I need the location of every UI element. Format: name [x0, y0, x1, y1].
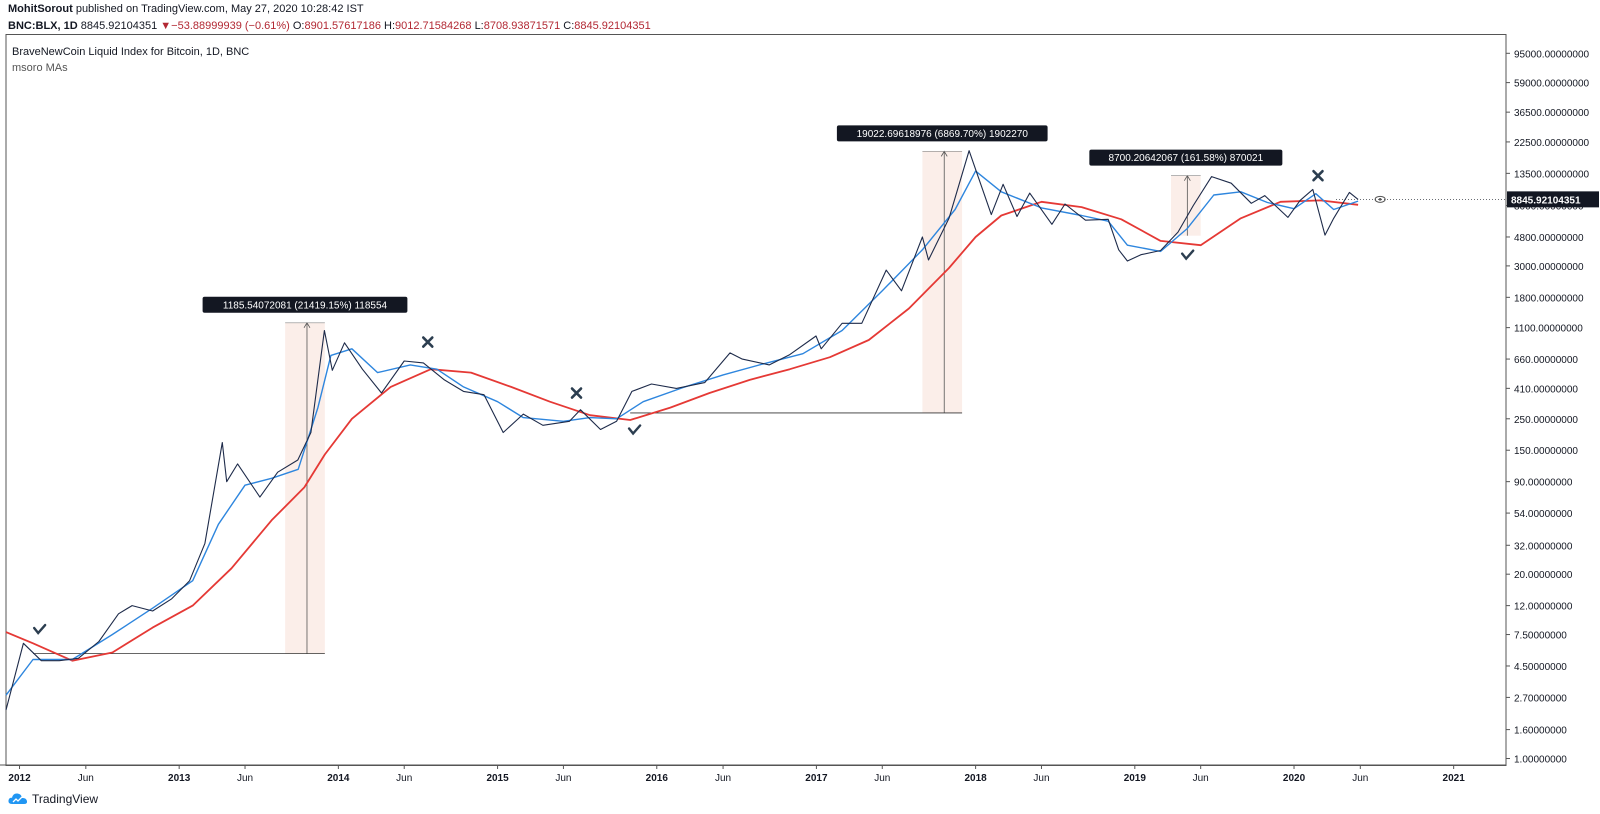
y-tick-label: 54.00000000 — [1514, 509, 1573, 520]
symbol: BNC:BLX, 1D — [8, 20, 78, 32]
low-label: L: — [474, 20, 484, 32]
last-price-label: 8845.92104351 — [1511, 195, 1581, 206]
y-tick-label: 1.00000000 — [1514, 755, 1567, 766]
y-tick-label: 1800.00000000 — [1514, 293, 1584, 304]
open-label: O: — [292, 20, 305, 32]
close-label: C: — [563, 20, 575, 32]
x-tick-label: Jun — [555, 773, 571, 784]
y-tick-label: 90.00000000 — [1514, 478, 1573, 489]
chart-canvas[interactable]: 1.00000000 1.60000000 2.70000000 4.50000000… — [0, 34, 1600, 814]
cross-icon — [1312, 169, 1324, 182]
x-tick-label: Jun — [78, 773, 94, 784]
series-line-price — [5, 150, 1359, 711]
y-tick-label: 250.00000000 — [1514, 415, 1578, 426]
close-value: 8845.92104351 — [574, 20, 651, 32]
x-tick-label: 2014 — [327, 773, 350, 784]
y-tick-label: 4800.00000000 — [1514, 233, 1584, 244]
series-line-ma-slow — [5, 199, 1359, 662]
price-change: −53.88999939 (−0.61%) — [171, 20, 290, 32]
eye-icon — [1374, 195, 1386, 203]
high-value: 9012.71584268 — [395, 20, 472, 32]
ohlc-line: BNC:BLX, 1D 8845.92104351 ▼−53.88999939 … — [8, 20, 651, 32]
footer-logo[interactable]: TradingView — [8, 792, 98, 806]
author-name[interactable]: MohitSorout — [8, 3, 73, 15]
x-tick-label: 2013 — [168, 773, 191, 784]
y-tick-label: 1100.00000000 — [1514, 324, 1583, 335]
last-price-badge — [1507, 191, 1599, 208]
x-tick-label: Jun — [396, 773, 412, 784]
x-tick-label: Jun — [237, 773, 253, 784]
check-icon — [32, 623, 47, 635]
chart-border — [5, 34, 1507, 766]
last-price: 8845.92104351 — [80, 20, 158, 32]
high-label: H: — [384, 20, 396, 32]
x-tick-label: Jun — [1033, 773, 1049, 784]
x-tick-label: 2020 — [1283, 773, 1306, 784]
range-label-bg — [1089, 149, 1283, 166]
eye-pupil — [1378, 198, 1382, 201]
y-tick-label: 36500.00000000 — [1514, 108, 1590, 119]
check-icon — [627, 424, 642, 436]
y-tick-label: 12.00000000 — [1514, 602, 1573, 613]
y-tick-label: 20.00000000 — [1514, 570, 1573, 581]
y-tick-label: 7.50000000 — [1514, 631, 1567, 642]
low-value: 8708.93871571 — [483, 20, 561, 32]
x-tick-label: 2018 — [964, 773, 987, 784]
y-tick-label: 32.00000000 — [1514, 541, 1573, 552]
y-tick-label: 2.70000000 — [1514, 693, 1567, 704]
chart-title: BraveNewCoin Liquid Index for Bitcoin, 1… — [12, 46, 250, 58]
y-tick-label: 3000.00000000 — [1514, 262, 1584, 273]
range-label-bg — [202, 296, 408, 313]
indicator-name: msoro MAs — [12, 62, 68, 74]
triangle-down-icon: ▼ — [160, 20, 172, 32]
tradingview-cloud-icon — [8, 793, 28, 804]
range-label: 1185.54072081 (21419.15%) 118554 — [223, 300, 388, 311]
range-box — [922, 151, 963, 413]
range-box — [1171, 175, 1201, 236]
y-tick-label: 59000.00000000 — [1514, 79, 1590, 90]
x-tick-label: 2019 — [1124, 773, 1147, 784]
chart-plot: 1.00000000 1.60000000 2.70000000 4.50000000… — [0, 49, 1599, 784]
open-value: 8901.57617186 — [304, 20, 381, 32]
x-tick-label: Jun — [1193, 773, 1209, 784]
x-tick-label: Jun — [874, 773, 890, 784]
y-tick-label: 1.60000000 — [1514, 726, 1567, 737]
range-label-bg — [836, 125, 1048, 142]
x-tick-label: 2017 — [805, 773, 828, 784]
series-line-ma-fast — [5, 170, 1359, 696]
publisher-line: MohitSorout published on TradingView.com… — [8, 3, 364, 15]
cross-icon — [570, 387, 583, 399]
check-icon — [1180, 249, 1195, 261]
x-tick-label: 2016 — [646, 773, 669, 784]
y-tick-label: 4.50000000 — [1514, 662, 1567, 673]
y-tick-label: 660.00000000 — [1514, 355, 1578, 366]
x-tick-label: 2021 — [1443, 773, 1466, 784]
x-tick-label: Jun — [715, 773, 731, 784]
y-tick-label: 410.00000000 — [1514, 384, 1578, 395]
y-tick-label: 13500.00000000 — [1514, 169, 1590, 180]
y-tick-label: 150.00000000 — [1514, 446, 1578, 457]
logo-text: TradingView — [32, 792, 99, 806]
range-label: 19022.69618976 (6869.70%) 1902270 — [857, 129, 1029, 140]
y-tick-label: 95000.00000000 — [1514, 49, 1590, 60]
y-tick-label: 22500.00000000 — [1514, 138, 1590, 149]
x-tick-label: 2015 — [486, 773, 509, 784]
cross-icon — [421, 336, 434, 348]
x-tick-label: Jun — [1352, 773, 1368, 784]
published-text: published on TradingView.com, May 27, 20… — [72, 3, 364, 15]
range-label: 8700.20642067 (161.58%) 870021 — [1109, 153, 1264, 164]
x-tick-label: 2012 — [8, 773, 31, 784]
